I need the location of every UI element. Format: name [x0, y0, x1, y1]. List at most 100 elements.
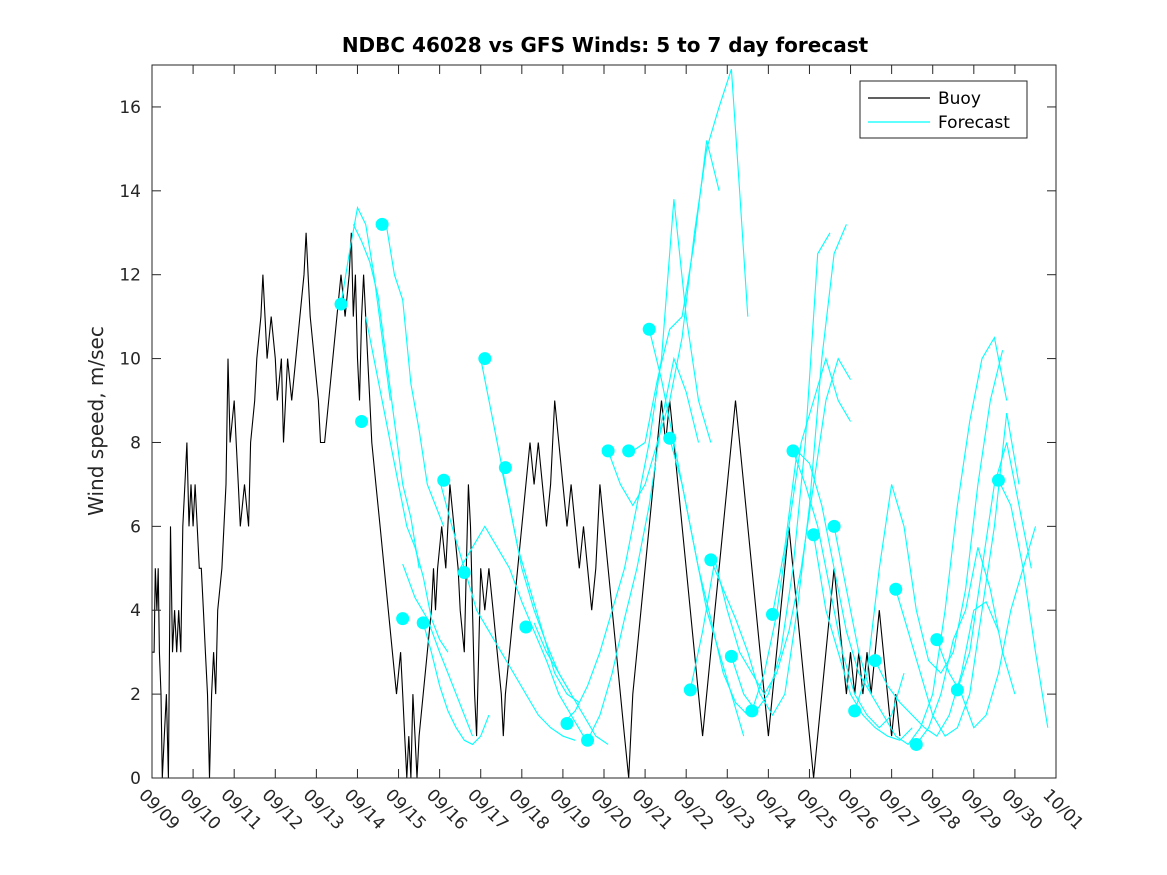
forecast-series-line	[352, 224, 420, 569]
forecast-series-line	[689, 357, 851, 696]
forecast-series-line	[813, 534, 913, 741]
y-axis-label: Wind speed, m/sec	[84, 326, 108, 516]
forecast-marker	[396, 612, 410, 626]
x-tick-label: 09/19	[545, 785, 594, 834]
y-tick-label: 16	[119, 98, 141, 118]
forecast-series-line	[632, 140, 720, 452]
legend-box	[859, 80, 1028, 139]
forecast-series-line	[936, 526, 1037, 729]
forecast-series-line	[833, 336, 1008, 746]
forecast-marker	[724, 649, 738, 663]
forecast-series-line	[607, 69, 749, 507]
forecast-series-line	[480, 358, 580, 703]
legend-buoy-label: Buoy	[938, 89, 981, 109]
x-tick-label: 09/22	[669, 785, 718, 834]
forecast-marker	[416, 616, 430, 630]
forecast-series-line	[998, 479, 1049, 728]
forecast-marker	[991, 473, 1005, 487]
forecast-marker	[786, 444, 800, 458]
forecast-marker	[642, 322, 656, 336]
x-tick-label: 09/17	[463, 785, 512, 834]
forecast-marker	[889, 582, 903, 596]
forecast-marker	[622, 444, 636, 458]
forecast-marker	[745, 704, 759, 718]
forecast-marker	[827, 519, 841, 533]
x-tick-label: 09/23	[710, 785, 759, 834]
x-tick-label: 09/15	[381, 785, 430, 834]
forecast-marker	[375, 217, 389, 231]
forecast-series-line	[587, 356, 700, 741]
forecast-marker	[560, 716, 574, 730]
x-tick-label: 09/30	[997, 785, 1046, 834]
buoy-series-layer	[152, 232, 901, 779]
forecast-marker	[683, 683, 697, 697]
x-tick-label: 09/16	[422, 785, 471, 834]
forecast-marker	[950, 683, 964, 697]
x-tick-label: 09/24	[751, 785, 800, 834]
x-tick-label: 10/01	[1038, 785, 1087, 834]
forecast-marker	[868, 654, 882, 668]
x-tick-label: 09/25	[792, 785, 841, 834]
x-tick-label: 09/12	[258, 785, 307, 834]
forecast-marker	[457, 565, 471, 579]
forecast-marker	[519, 620, 533, 634]
forecast-series-line	[439, 480, 576, 741]
y-tick-label: 0	[130, 769, 141, 789]
forecast-marker	[930, 633, 944, 647]
y-tick-label: 2	[130, 685, 141, 705]
forecast-series-line	[422, 622, 490, 746]
y-tick-label: 10	[119, 350, 141, 370]
x-tick-label: 09/14	[340, 785, 389, 834]
forecast-marker	[663, 431, 677, 445]
x-tick-label: 09/11	[217, 785, 266, 834]
forecast-series-line	[365, 316, 449, 653]
y-tick-label: 8	[130, 433, 141, 453]
forecast-marker	[581, 733, 595, 747]
x-tick-label: 09/28	[915, 785, 964, 834]
forecast-series-line	[562, 199, 712, 724]
x-tick-label: 09/26	[833, 785, 882, 834]
forecast-series-line	[402, 563, 474, 737]
legend-forecast-label: Forecast	[938, 113, 1010, 133]
forecast-series-line	[710, 224, 847, 717]
y-tick-label: 4	[130, 601, 141, 621]
x-tick-label: 09/20	[586, 785, 635, 834]
x-tick-label: 09/18	[504, 785, 553, 834]
forecast-series-line	[771, 449, 872, 695]
y-tick-label: 14	[119, 182, 141, 202]
forecast-series-line	[915, 547, 1016, 745]
forecast-marker	[437, 473, 451, 487]
forecast-series-line	[895, 413, 1020, 737]
forecast-marker	[498, 461, 512, 475]
forecast-marker-layer	[334, 217, 1005, 751]
forecast-series-line	[385, 224, 445, 527]
forecast-series-line	[533, 622, 609, 745]
x-tick-label: 09/09	[134, 785, 183, 834]
y-tick-label: 12	[119, 266, 141, 286]
forecast-marker	[355, 415, 369, 428]
legend: Buoy Forecast	[859, 80, 1028, 139]
forecast-series-line	[459, 525, 584, 737]
buoy-series-line	[152, 232, 901, 779]
chart-title: NDBC 46028 vs GFS Winds: 5 to 7 day fore…	[342, 33, 869, 57]
forecast-series-line	[340, 205, 391, 401]
forecast-series-line	[874, 600, 1000, 737]
x-tick-label: 09/27	[874, 785, 923, 834]
forecast-marker	[478, 352, 492, 366]
plot-area	[152, 65, 1056, 778]
y-axis: 0 2 4 6 8 10 12 14 16	[119, 98, 1056, 789]
forecast-series-layer	[340, 69, 1049, 746]
forecast-marker	[334, 297, 348, 311]
forecast-marker	[601, 444, 615, 458]
forecast-series-line	[751, 356, 851, 712]
x-tick-label: 09/29	[956, 785, 1005, 834]
forecast-marker	[848, 704, 862, 718]
forecast-marker	[909, 737, 923, 751]
forecast-marker	[765, 607, 779, 621]
forecast-series-line	[792, 450, 905, 729]
forecast-marker	[704, 553, 718, 567]
y-tick-label: 6	[130, 517, 141, 537]
forecast-series-line	[730, 232, 831, 712]
forecast-marker	[807, 528, 821, 542]
